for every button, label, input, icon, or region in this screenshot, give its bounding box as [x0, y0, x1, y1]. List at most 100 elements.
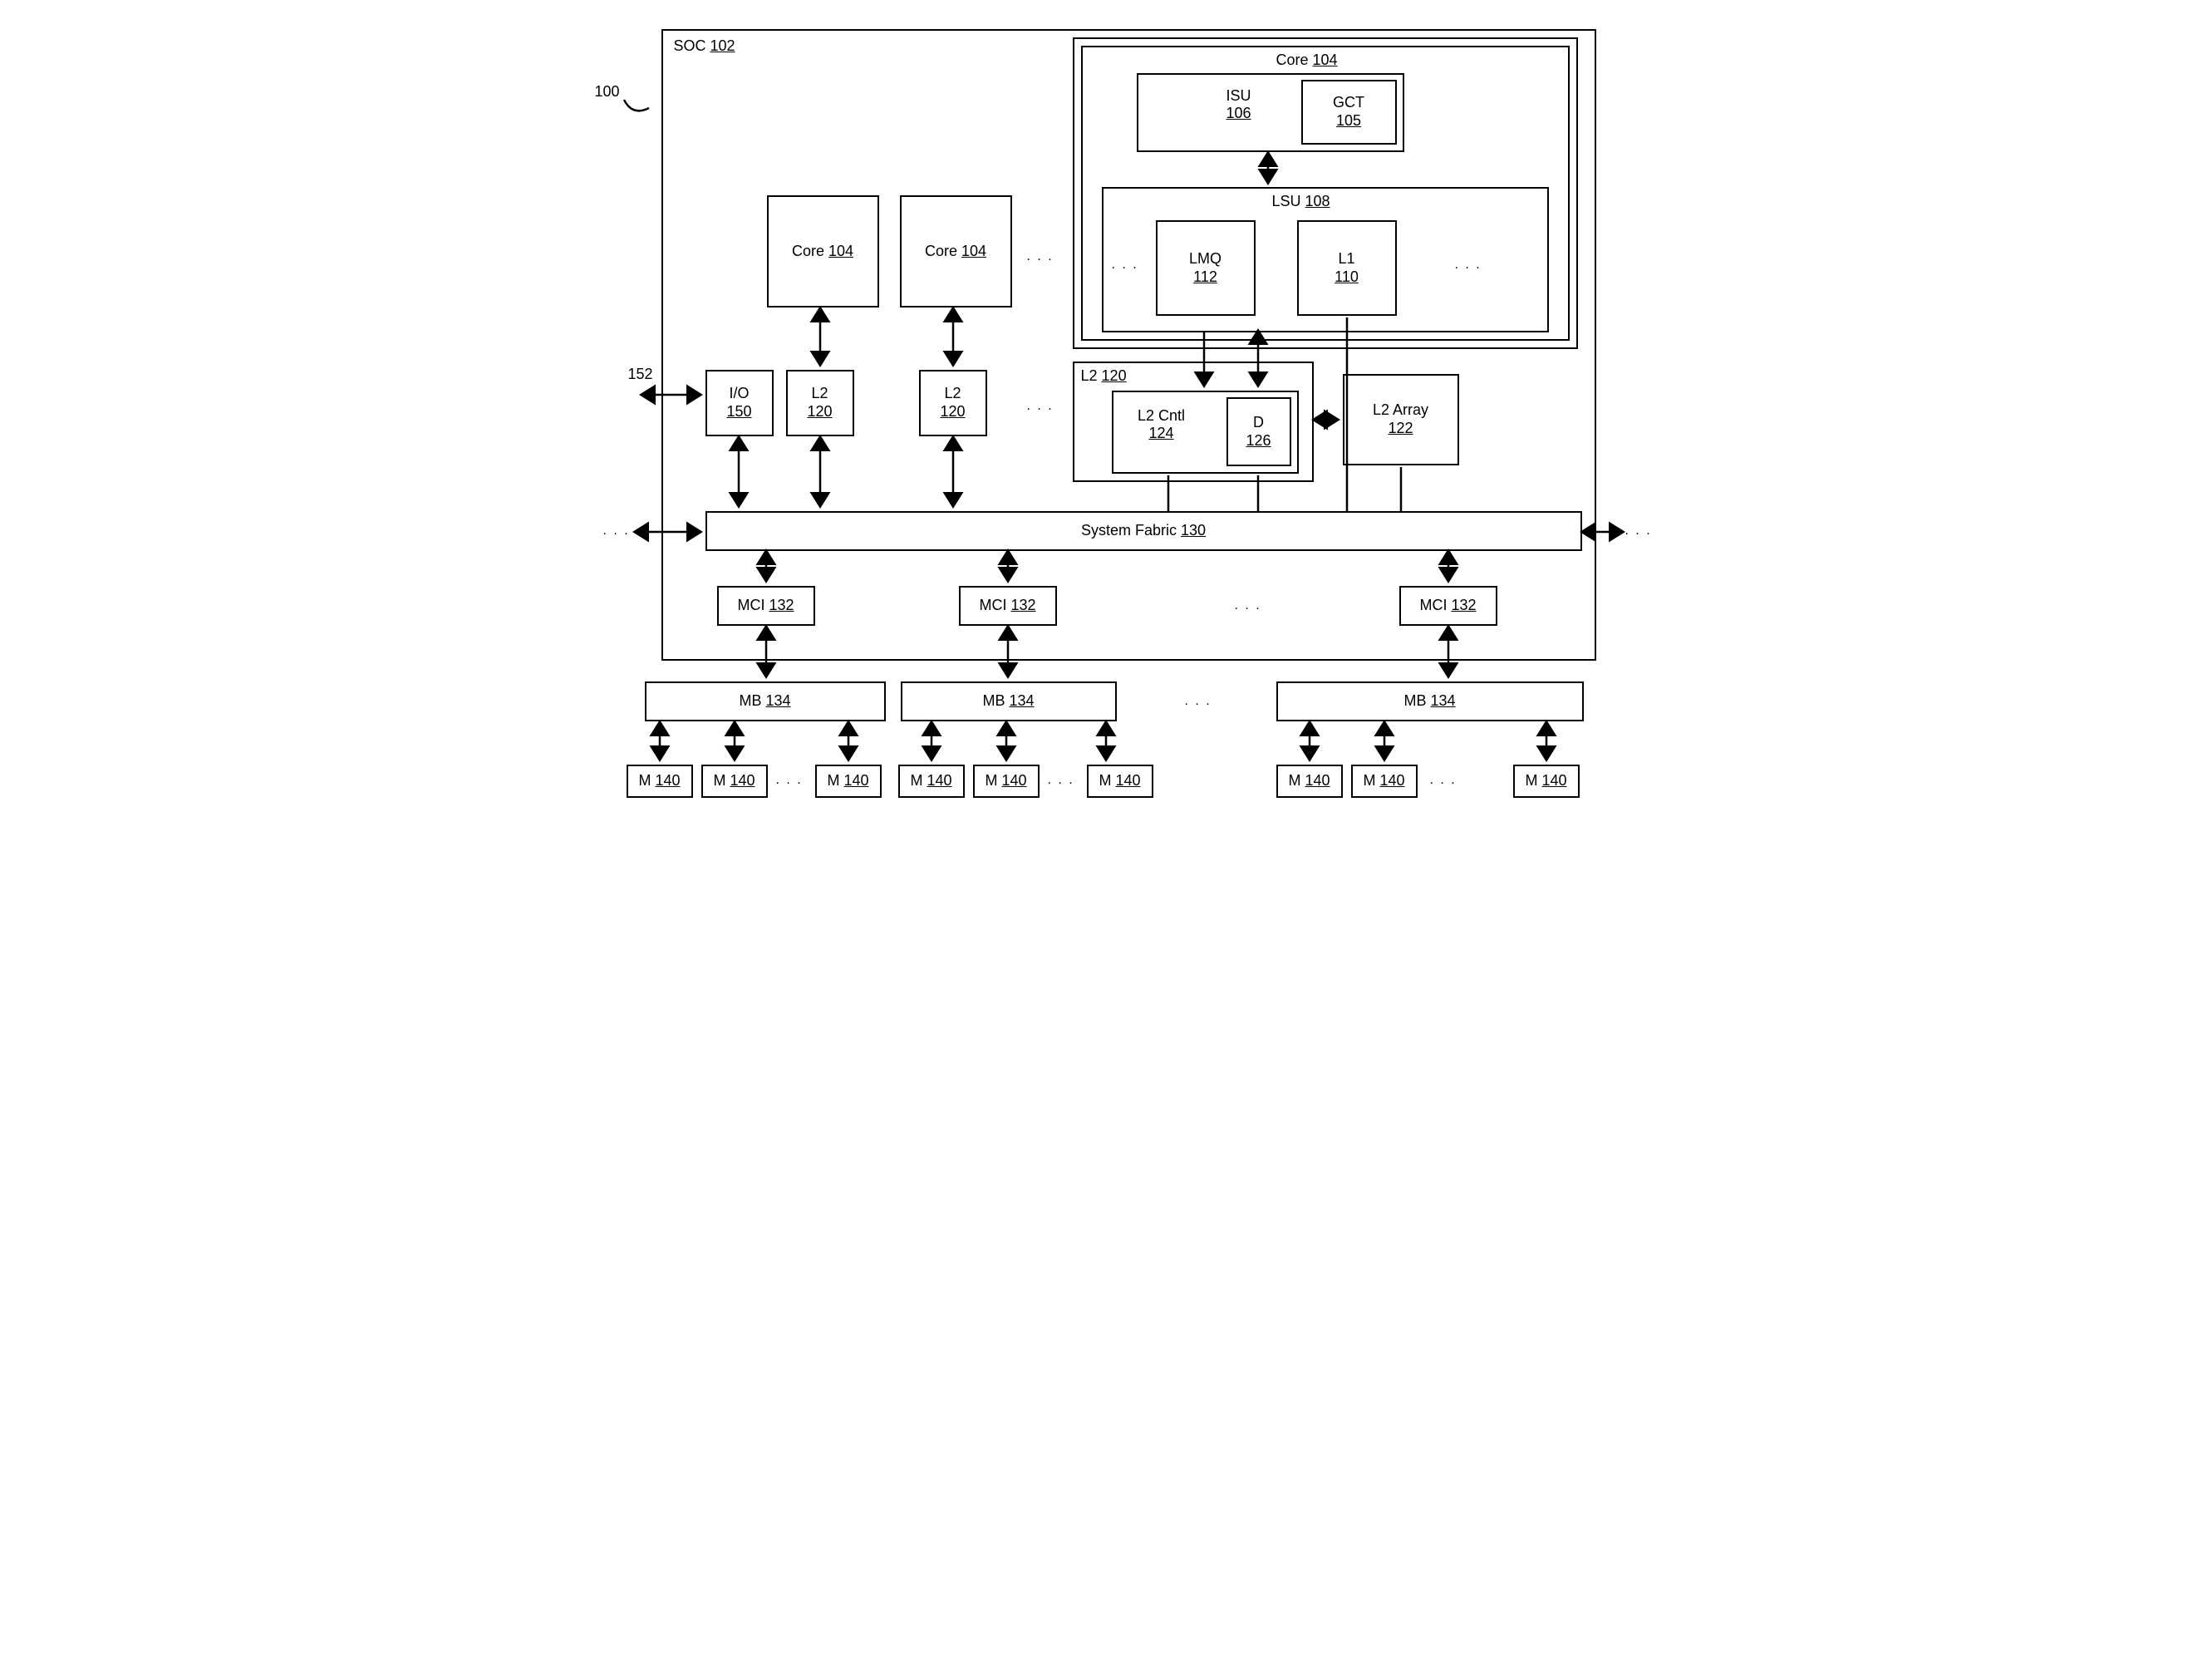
l2d-num: 120 [1102, 367, 1127, 384]
mb-3-name: MB [1403, 692, 1426, 711]
l2d-name: L2 [1081, 367, 1098, 384]
m-7-name: M [1288, 772, 1300, 790]
m-7-num: 140 [1305, 772, 1330, 790]
dots-m-3: . . . [1430, 773, 1457, 788]
l2d-box: D 126 [1226, 397, 1291, 466]
m-8-name: M [1363, 772, 1375, 790]
mb-1-num: 134 [765, 692, 790, 711]
io-name: I/O [729, 385, 749, 403]
core-small-2-num: 104 [961, 243, 986, 259]
m-9-name: M [1525, 772, 1537, 790]
core-small-2: Core 104 [900, 195, 1012, 307]
dots-l2: . . . [1027, 399, 1054, 414]
m-4: M 140 [898, 765, 965, 798]
m-1-name: M [638, 772, 651, 790]
core-small-2-name: Core [925, 243, 957, 259]
mci-3-name: MCI [1419, 597, 1447, 615]
core-small-1-name: Core [792, 243, 824, 259]
gct-box: GCT 105 [1301, 80, 1397, 145]
l2-small-2: L2 120 [919, 370, 987, 436]
m-6-num: 140 [1115, 772, 1140, 790]
core-detailed-title: Core 104 [1276, 52, 1338, 69]
soc-name: SOC [674, 37, 706, 54]
mci-3: MCI 132 [1399, 586, 1497, 626]
m-3-name: M [827, 772, 839, 790]
mci-1-num: 132 [769, 597, 794, 615]
fabric-name: System Fabric [1081, 522, 1177, 540]
l2array-name: L2 Array [1373, 401, 1428, 420]
dots-mci: . . . [1235, 598, 1261, 613]
m-4-num: 140 [927, 772, 951, 790]
m-5-name: M [985, 772, 997, 790]
isu-label: ISU 106 [1214, 87, 1264, 122]
mb-1-name: MB [739, 692, 761, 711]
mci-1-name: MCI [737, 597, 764, 615]
l2-small-1-num: 120 [807, 403, 832, 421]
mci-3-num: 132 [1451, 597, 1476, 615]
m-5-num: 140 [1001, 772, 1026, 790]
m-1-num: 140 [655, 772, 680, 790]
core-small-1-num: 104 [828, 243, 853, 259]
l1-box: L1 110 [1297, 220, 1397, 316]
m-1: M 140 [627, 765, 693, 798]
mb-3: MB 134 [1276, 681, 1584, 721]
m-9: M 140 [1513, 765, 1580, 798]
dots-lsu-left: . . . [1112, 258, 1138, 273]
l2-small-1: L2 120 [786, 370, 854, 436]
mb-2: MB 134 [901, 681, 1117, 721]
isu-num: 106 [1214, 105, 1264, 122]
m-2-name: M [713, 772, 725, 790]
l2-small-2-name: L2 [944, 385, 961, 403]
l2-detailed-label: L2 120 [1081, 367, 1127, 385]
mci-2-num: 132 [1010, 597, 1035, 615]
l2d-inner-name: D [1253, 414, 1264, 432]
isu-name: ISU [1214, 87, 1264, 105]
l2array-box: L2 Array 122 [1343, 374, 1459, 465]
dots-cores: . . . [1027, 249, 1054, 264]
io-box: I/O 150 [705, 370, 774, 436]
dots-m-1: . . . [776, 773, 803, 788]
dots-lsu-right: . . . [1455, 258, 1482, 273]
figure-number: 100 [595, 83, 620, 101]
l1-name: L1 [1338, 250, 1354, 268]
m-3-num: 140 [843, 772, 868, 790]
mb-2-name: MB [982, 692, 1005, 711]
l2d-inner-num: 126 [1246, 432, 1271, 450]
lmq-num: 112 [1193, 268, 1217, 287]
m-6-name: M [1099, 772, 1111, 790]
m-4-name: M [910, 772, 922, 790]
gct-num: 105 [1336, 112, 1361, 130]
soc-label: SOC 102 [674, 37, 735, 55]
lmq-box: LMQ 112 [1156, 220, 1256, 316]
l2cntl-num: 124 [1128, 425, 1195, 442]
core-small-1: Core 104 [767, 195, 879, 307]
m-9-num: 140 [1541, 772, 1566, 790]
ext-label-152: 152 [628, 366, 653, 383]
m-7: M 140 [1276, 765, 1343, 798]
l2cntl-name: L2 Cntl [1128, 407, 1195, 425]
dots-fabric-left: . . . [603, 524, 630, 539]
fabric-num: 130 [1181, 522, 1206, 540]
m-6: M 140 [1087, 765, 1153, 798]
io-num: 150 [726, 403, 751, 421]
dots-m-2: . . . [1048, 773, 1074, 788]
lsu-num: 108 [1305, 193, 1330, 209]
dots-mb: . . . [1185, 694, 1212, 709]
dots-fabric-right: . . . [1625, 524, 1652, 539]
core-detailed-name: Core [1276, 52, 1309, 68]
mb-3-num: 134 [1430, 692, 1455, 711]
lsu-label: LSU 108 [1272, 193, 1330, 210]
mb-2-num: 134 [1009, 692, 1034, 711]
m-2: M 140 [701, 765, 768, 798]
mci-2: MCI 132 [959, 586, 1057, 626]
l2array-num: 122 [1388, 420, 1413, 438]
l2cntl-label: L2 Cntl 124 [1128, 407, 1195, 442]
gct-name: GCT [1333, 94, 1364, 112]
lmq-name: LMQ [1189, 250, 1222, 268]
l1-num: 110 [1335, 268, 1359, 287]
m-8: M 140 [1351, 765, 1418, 798]
m-2-num: 140 [730, 772, 755, 790]
mci-1: MCI 132 [717, 586, 815, 626]
l2-small-2-num: 120 [940, 403, 965, 421]
m-3: M 140 [815, 765, 882, 798]
